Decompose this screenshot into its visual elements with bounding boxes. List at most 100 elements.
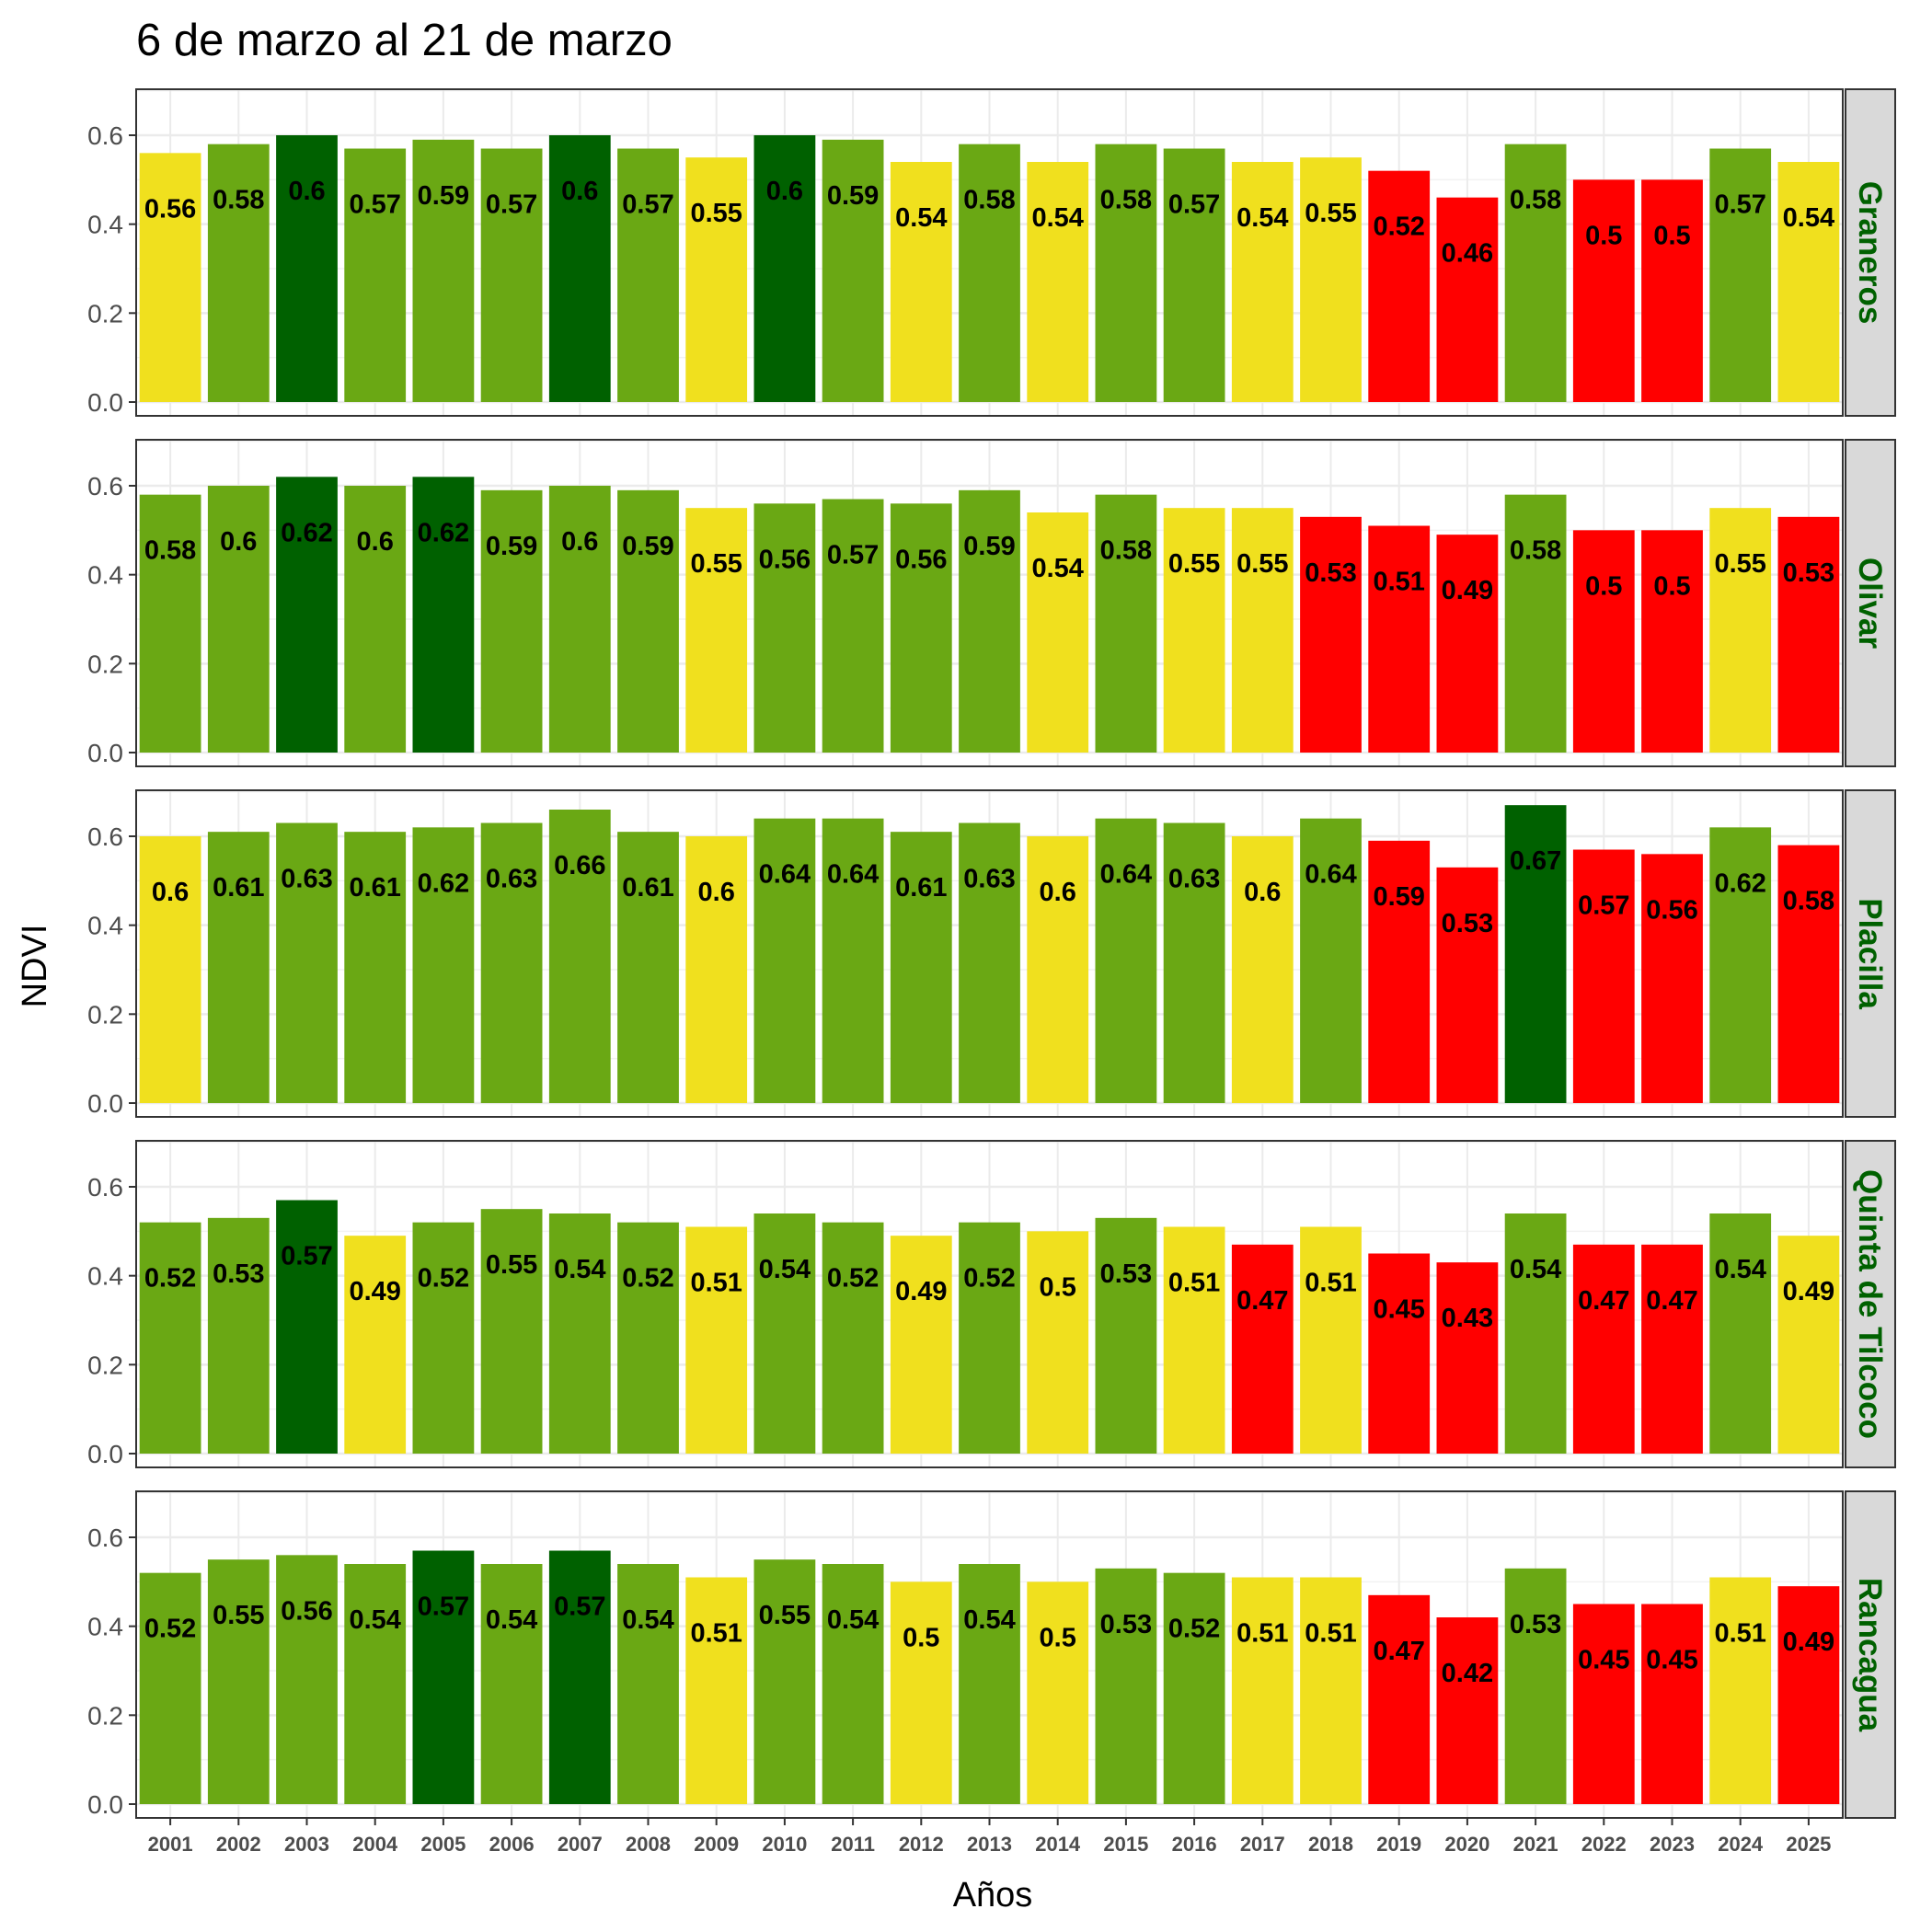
data-label-2001: 0.52 <box>144 1615 196 1644</box>
bar-2014 <box>1027 1581 1089 1804</box>
x-tick-label-2025: 2025 <box>1786 1833 1831 1856</box>
bar-2018 <box>1300 818 1362 1103</box>
panel-border <box>135 88 1844 417</box>
data-label-2001: 0.52 <box>144 1264 196 1294</box>
bar-2004 <box>344 148 407 402</box>
data-label-2002: 0.55 <box>213 1601 264 1630</box>
data-label-2023: 0.56 <box>1646 895 1697 925</box>
x-tick-label-2002: 2002 <box>216 1833 261 1856</box>
bar-2007 <box>548 810 611 1103</box>
bar-2019 <box>1368 1253 1431 1454</box>
bar-2002 <box>207 144 270 402</box>
y-tick-label: 0.0 <box>87 1440 123 1468</box>
data-label-2022: 0.5 <box>1585 221 1622 250</box>
bar-2020 <box>1436 535 1499 753</box>
bar-2003 <box>276 1200 338 1454</box>
bar-2012 <box>890 503 952 753</box>
data-label-2024: 0.55 <box>1714 549 1765 579</box>
data-label-2009: 0.51 <box>690 1269 742 1298</box>
data-label-2005: 0.52 <box>418 1264 469 1294</box>
bar-2020 <box>1436 197 1499 402</box>
bar-2006 <box>480 489 543 753</box>
data-label-2019: 0.52 <box>1373 213 1424 242</box>
bar-2019 <box>1368 840 1431 1103</box>
facet-label: Placilla <box>1852 898 1888 1009</box>
data-label-2019: 0.47 <box>1373 1637 1424 1666</box>
facet-strip <box>1845 789 1896 1118</box>
data-label-2012: 0.56 <box>895 545 947 574</box>
bar-2003 <box>276 135 338 402</box>
data-label-2004: 0.61 <box>349 873 400 903</box>
data-label-2010: 0.6 <box>766 177 803 206</box>
bar-2015 <box>1095 144 1157 402</box>
data-label-2025: 0.54 <box>1783 203 1834 233</box>
x-tick-label-2020: 2020 <box>1444 1833 1489 1856</box>
x-tick-label-2021: 2021 <box>1513 1833 1558 1856</box>
bar-2015 <box>1095 818 1157 1103</box>
data-label-2017: 0.51 <box>1236 1619 1288 1649</box>
data-label-2025: 0.53 <box>1783 558 1834 588</box>
data-label-2008: 0.61 <box>622 873 673 903</box>
data-label-2011: 0.59 <box>827 181 879 211</box>
bar-2008 <box>617 1222 679 1454</box>
bar-2016 <box>1163 822 1225 1103</box>
bar-2009 <box>685 1226 748 1454</box>
bar-2002 <box>207 1559 270 1804</box>
y-tick-label: 0.0 <box>87 1089 123 1118</box>
data-label-2013: 0.58 <box>963 186 1015 215</box>
data-label-2001: 0.56 <box>144 194 196 224</box>
facet-strip <box>1845 1140 1896 1468</box>
bar-2010 <box>753 503 816 753</box>
data-label-2014: 0.6 <box>1040 878 1076 907</box>
data-label-2011: 0.54 <box>827 1605 879 1635</box>
x-tick-label-2017: 2017 <box>1240 1833 1285 1856</box>
facet-panels: 0.00.20.40.60.56 0.58 0.6 0.57 0.59 0.57 0.6 0.… <box>87 88 1896 1856</box>
x-tick-label-2012: 2012 <box>899 1833 944 1856</box>
bar-2003 <box>276 822 338 1103</box>
y-tick-label: 0.2 <box>87 299 123 328</box>
data-label-2017: 0.54 <box>1236 203 1288 233</box>
data-label-2003: 0.56 <box>281 1596 332 1626</box>
data-label-2015: 0.53 <box>1100 1610 1152 1639</box>
y-tick-label: 0.2 <box>87 1701 123 1730</box>
data-label-2007: 0.66 <box>554 851 605 880</box>
data-label-2018: 0.53 <box>1305 558 1356 588</box>
data-label-2009: 0.55 <box>690 199 742 228</box>
bar-2017 <box>1231 1577 1294 1804</box>
bar-2002 <box>207 1217 270 1454</box>
bar-2015 <box>1095 1568 1157 1804</box>
data-label-2013: 0.52 <box>963 1264 1015 1294</box>
data-label-2006: 0.57 <box>486 190 537 220</box>
data-label-2017: 0.47 <box>1236 1286 1288 1316</box>
data-label-2002: 0.53 <box>213 1259 264 1289</box>
data-label-2018: 0.51 <box>1305 1269 1356 1298</box>
bar-2013 <box>959 822 1020 1103</box>
bar-2020 <box>1436 1617 1499 1804</box>
data-label-2011: 0.64 <box>827 860 879 890</box>
data-label-2023: 0.45 <box>1646 1646 1697 1675</box>
facet-strip <box>1845 1490 1896 1819</box>
bar-2013 <box>959 1222 1020 1454</box>
facet-label: Graneros <box>1852 181 1888 325</box>
facet-panel-quinta-de-tilcoco: 0.0 0.2 0.4 0.6 0.52 0.53 0.57 0.49 0.52 0.55 0.54… <box>87 1140 1896 1468</box>
x-tick-label-2001: 2001 <box>148 1833 193 1856</box>
y-tick-label: 0.4 <box>87 211 123 239</box>
bar-2010 <box>753 818 816 1103</box>
bar-2003 <box>276 477 338 753</box>
bar-2006 <box>480 148 543 402</box>
bar-2002 <box>207 832 270 1103</box>
data-label-2010: 0.54 <box>759 1255 811 1284</box>
data-label-2013: 0.63 <box>963 865 1015 894</box>
data-label-2022: 0.47 <box>1578 1286 1629 1316</box>
y-tick-label: 0.2 <box>87 650 123 678</box>
bar-2012 <box>890 162 952 402</box>
data-label-2003: 0.62 <box>281 518 332 547</box>
bar-2018 <box>1300 516 1362 753</box>
data-label-2020: 0.43 <box>1442 1304 1493 1333</box>
bar-2019 <box>1368 1594 1431 1804</box>
bar-2014 <box>1027 836 1089 1103</box>
bar-2012 <box>890 1581 952 1804</box>
data-label-2021: 0.58 <box>1510 186 1561 215</box>
data-label-2021: 0.58 <box>1510 536 1561 566</box>
bar-2013 <box>959 1564 1020 1804</box>
